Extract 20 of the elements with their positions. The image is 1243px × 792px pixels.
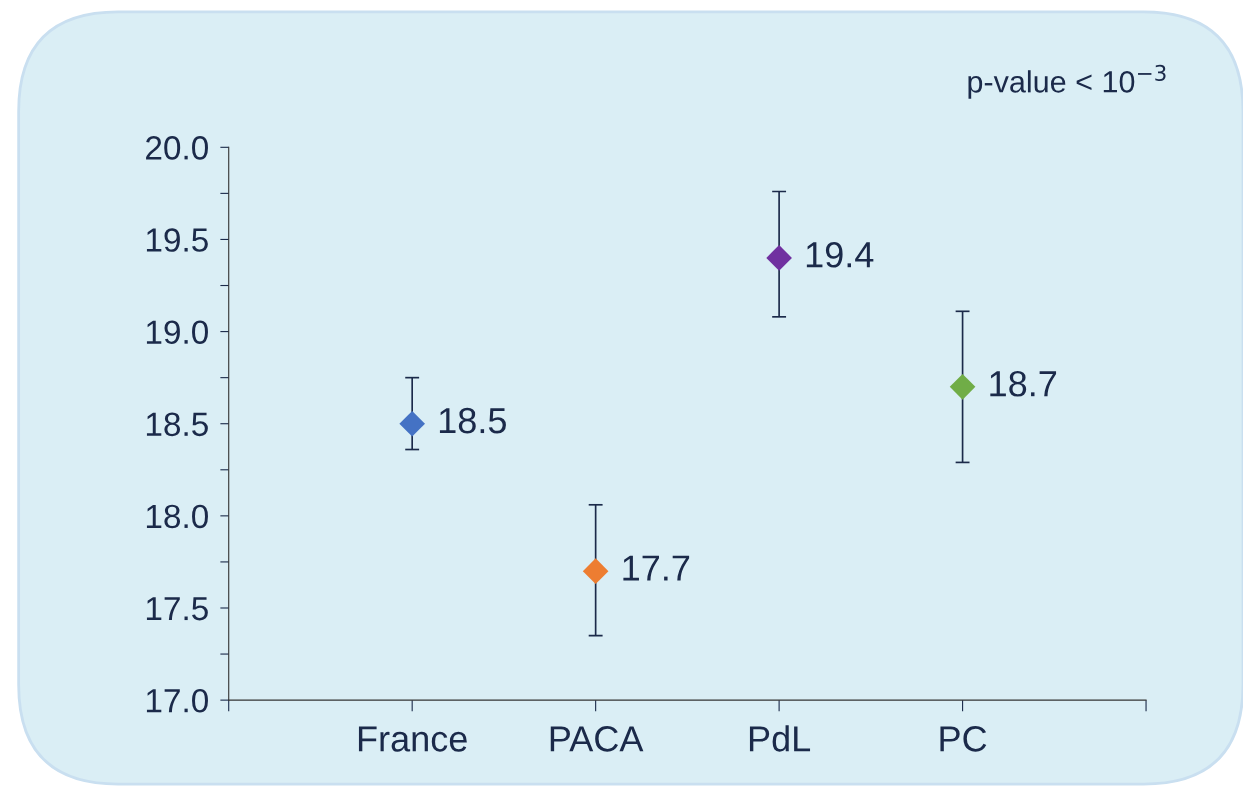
y-tick-label: 17.0 — [146, 688, 208, 713]
y-tick-label: 19.0 — [146, 320, 208, 344]
y-tick-label: 20.0 — [146, 136, 208, 160]
y-tick-label: 19.5 — [146, 228, 208, 252]
point — [582, 558, 609, 584]
point — [399, 410, 425, 437]
data-label: 17.7 — [623, 555, 690, 581]
data-label: 19.4 — [806, 242, 874, 268]
data-label: 18.7 — [990, 370, 1057, 397]
y-tick-label: 18.5 — [146, 412, 208, 437]
point — [949, 374, 976, 400]
point — [766, 245, 792, 271]
text: p-value < 10$^{−3}$ — [968, 64, 1166, 99]
data-label: 18.5 — [439, 407, 506, 434]
x-tick-label: PACA — [550, 726, 644, 752]
x-tick-label: PC — [940, 726, 987, 752]
y-tick-label: 18.0 — [146, 504, 208, 529]
x-tick-label: France — [358, 726, 467, 752]
x-tick-label: PdL — [749, 725, 811, 752]
y-tick-label: 17.5 — [146, 597, 208, 621]
